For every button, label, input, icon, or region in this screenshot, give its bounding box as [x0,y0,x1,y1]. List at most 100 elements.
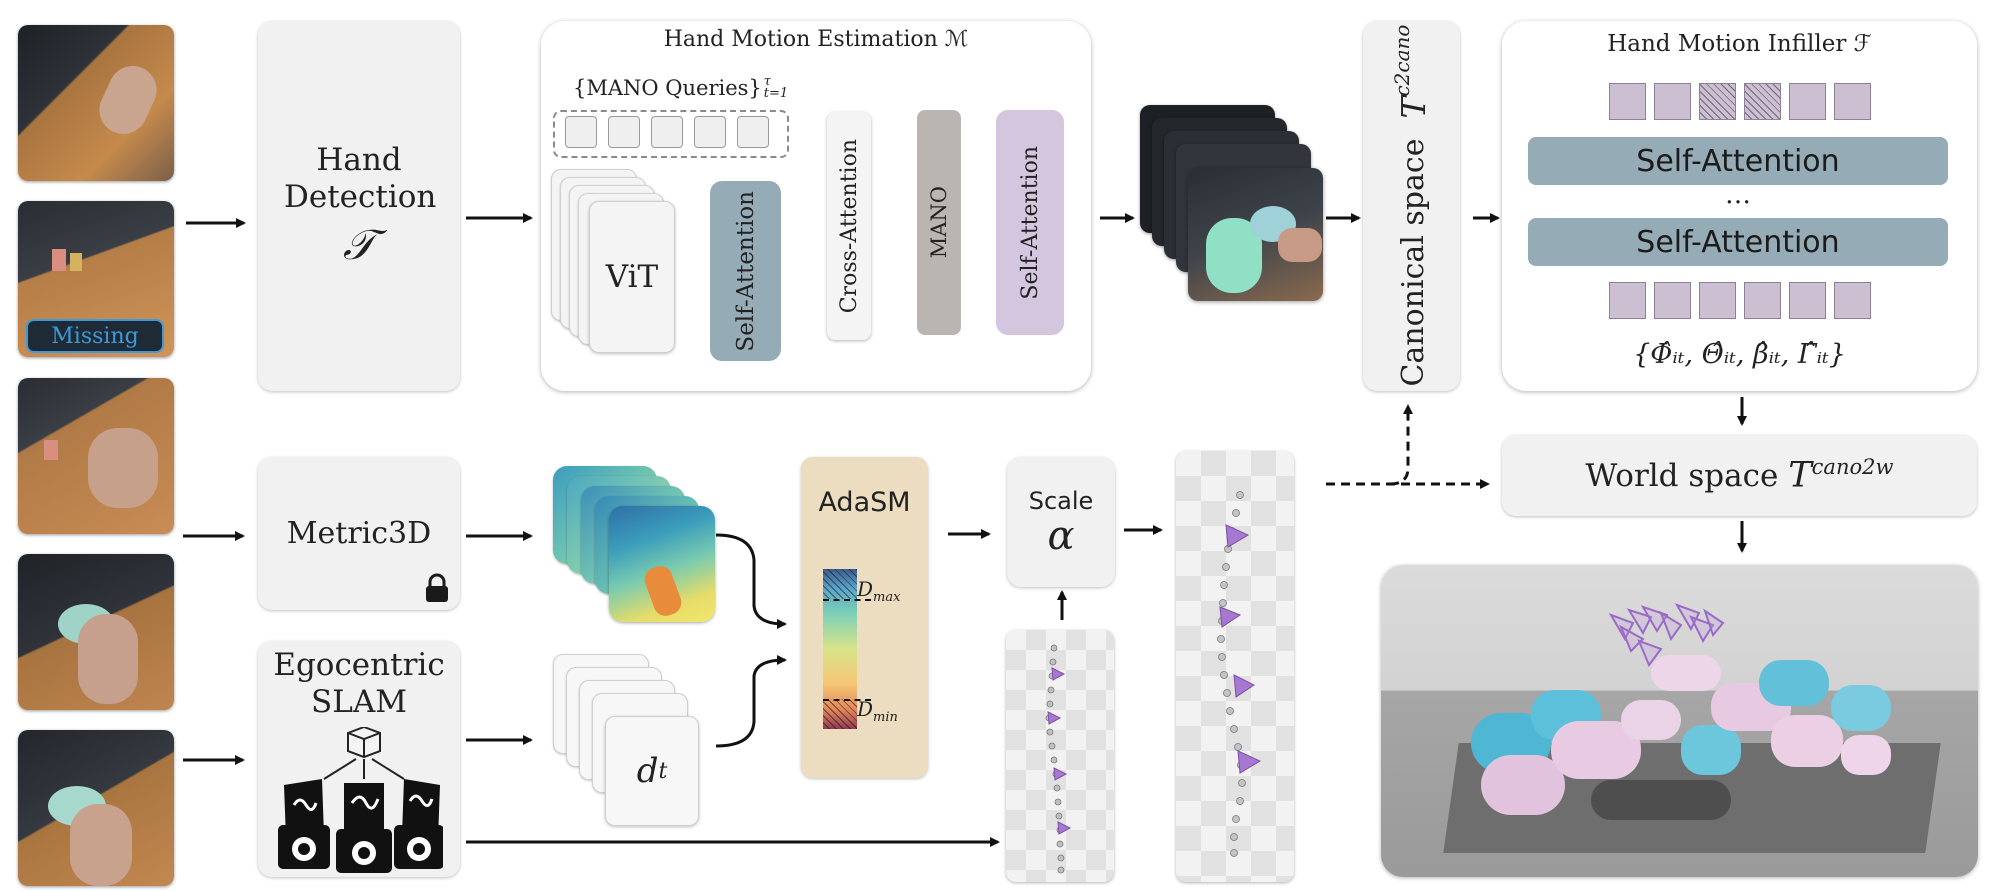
canonical-space-box: Canonical space Tc2cano [1363,21,1460,391]
hand-mesh [1831,685,1891,731]
infiller-self-attention-2: Self-Attention [1528,218,1948,266]
input-frame-4 [18,554,174,710]
hand-motion-estimation-panel: Hand Motion Estimation ℳ {MANO Queries} τ… [541,21,1091,391]
hand-mesh-frame-front [1188,168,1323,301]
vit-label: ViT [605,259,659,295]
slam-trajectory-panel [1006,630,1114,882]
mano-queries-group [553,110,789,158]
metric3d-title: Metric3D [286,516,432,551]
dt-label-base: d [636,751,659,791]
mano-query-token [565,116,597,148]
slam-title-line1: Egocentric [273,647,445,683]
dt-label-sub: t [658,758,668,784]
missing-badge: Missing [26,319,164,353]
dmin-sub: min [873,710,898,725]
depth-map-front [609,506,715,622]
hand-detection-box: Hand Detection 𝒯 [258,21,460,391]
mano-query-token [694,116,726,148]
infiller-output-token [1789,282,1826,319]
infiller-title: Hand Motion Infiller ℱ [1607,31,1872,57]
scale-box: Scale α [1007,457,1115,587]
hand-mesh [1771,715,1843,767]
hand-detection-symbol: 𝒯 [342,220,376,269]
mano-query-token [608,116,640,148]
infiller-output-token [1609,282,1646,319]
dmax-hatch [823,569,857,599]
mano-query-token [651,116,683,148]
hand-motion-infiller-panel: Hand Motion Infiller ℱ {Φ̂ᵢₜ, Θ̂ᵢₜ, β̂ᵢₜ… [1502,21,1977,391]
scaled-trajectory-panel [1176,451,1294,882]
canonical-symbol-base: T [1394,97,1433,120]
missing-label: Missing [51,323,139,349]
mano-queries-sub: t=1 [763,86,789,101]
world-symbol-sup: cano2w [1811,455,1894,480]
hand-motion-estimation-title: Hand Motion Estimation ℳ [663,27,969,52]
world-space-box: World space Tcano2w [1502,435,1977,516]
mano-query-token [737,116,769,148]
vit-block: ViT [589,201,675,353]
lock-icon [426,573,448,602]
hand-mesh [1841,735,1891,775]
infiller-input-token [1609,83,1646,120]
mano-label: MANO [927,186,951,259]
mano-queries-sup: τ [763,74,771,89]
hand-mesh [1759,660,1829,706]
dmin-label: Dmin [857,697,898,725]
self-attention-2-label: Self-Attention [1017,145,1043,300]
slam-title-line2: SLAM [311,684,407,720]
dmin-base: D [857,697,874,721]
hand-detection-title: Hand Detection [284,142,437,215]
input-frame-5 [18,730,174,886]
hand-mesh [1681,725,1741,775]
infiller-output-token [1744,282,1781,319]
infiller-output-params: {Φ̂ᵢₜ, Θ̂ᵢₜ, β̂ᵢₜ, Γ̂ᵢₜ} [1633,339,1846,370]
hand-mesh [1621,700,1681,740]
infiller-input-token [1654,83,1691,120]
canonical-space-title: Canonical space [1396,138,1431,387]
world-symbol-base: T [1788,455,1812,496]
world-space-render [1381,565,1978,877]
mano-block: MANO [917,110,961,335]
cross-attention-label: Cross-Attention [836,138,862,314]
infiller-output-token [1654,282,1691,319]
input-frame-3 [18,378,174,534]
self-attention-label: Self-Attention [732,190,759,352]
dmax-line [823,599,871,601]
infiller-output-token [1834,282,1871,319]
egocentric-slam-box: Egocentric SLAM [258,641,460,877]
dmin-hatch [823,699,857,729]
hand-mesh [1651,655,1721,691]
infiller-ellipsis: … [1725,180,1751,210]
hand-shadow [1591,780,1731,820]
scaled-trajectory-plot [1217,491,1262,857]
infiller-self-attention-1: Self-Attention [1528,137,1948,185]
mano-queries-label: {MANO Queries} τ t=1 [573,74,789,101]
infiller-input-token [1789,83,1826,120]
dmax-label: Dmax [857,577,900,605]
infiller-output-token [1699,282,1736,319]
mano-queries-text: {MANO Queries} [573,76,762,100]
slam-trajectory-plot [1045,644,1072,874]
multi-camera-icon [278,727,443,873]
input-frame-2: Missing [18,201,174,357]
slam-title: Egocentric SLAM [258,647,460,721]
infiller-input-token [1834,83,1871,120]
world-space-title: World space [1585,457,1779,494]
self-attention-block: Self-Attention [710,181,781,361]
metric3d-box: Metric3D [258,457,460,610]
camera-trajectory-frustums [1608,603,1725,667]
adasm-title: AdaSM [818,487,911,518]
scale-title: Scale [1028,487,1094,515]
hand-mesh [1481,755,1565,815]
dmax-sub: max [873,590,901,605]
input-frame-1 [18,25,174,181]
canonical-symbol-sup: c2cano [1390,25,1414,98]
canonical-space-label: Canonical space Tc2cano [1390,25,1433,387]
dmin-line [823,699,871,701]
dmax-base: D [857,577,874,601]
infiller-masked-token [1699,83,1736,120]
cross-attention-block: Cross-Attention [827,112,871,340]
infiller-self-attention-1-label: Self-Attention [1636,143,1840,179]
scale-symbol: α [1047,513,1075,559]
